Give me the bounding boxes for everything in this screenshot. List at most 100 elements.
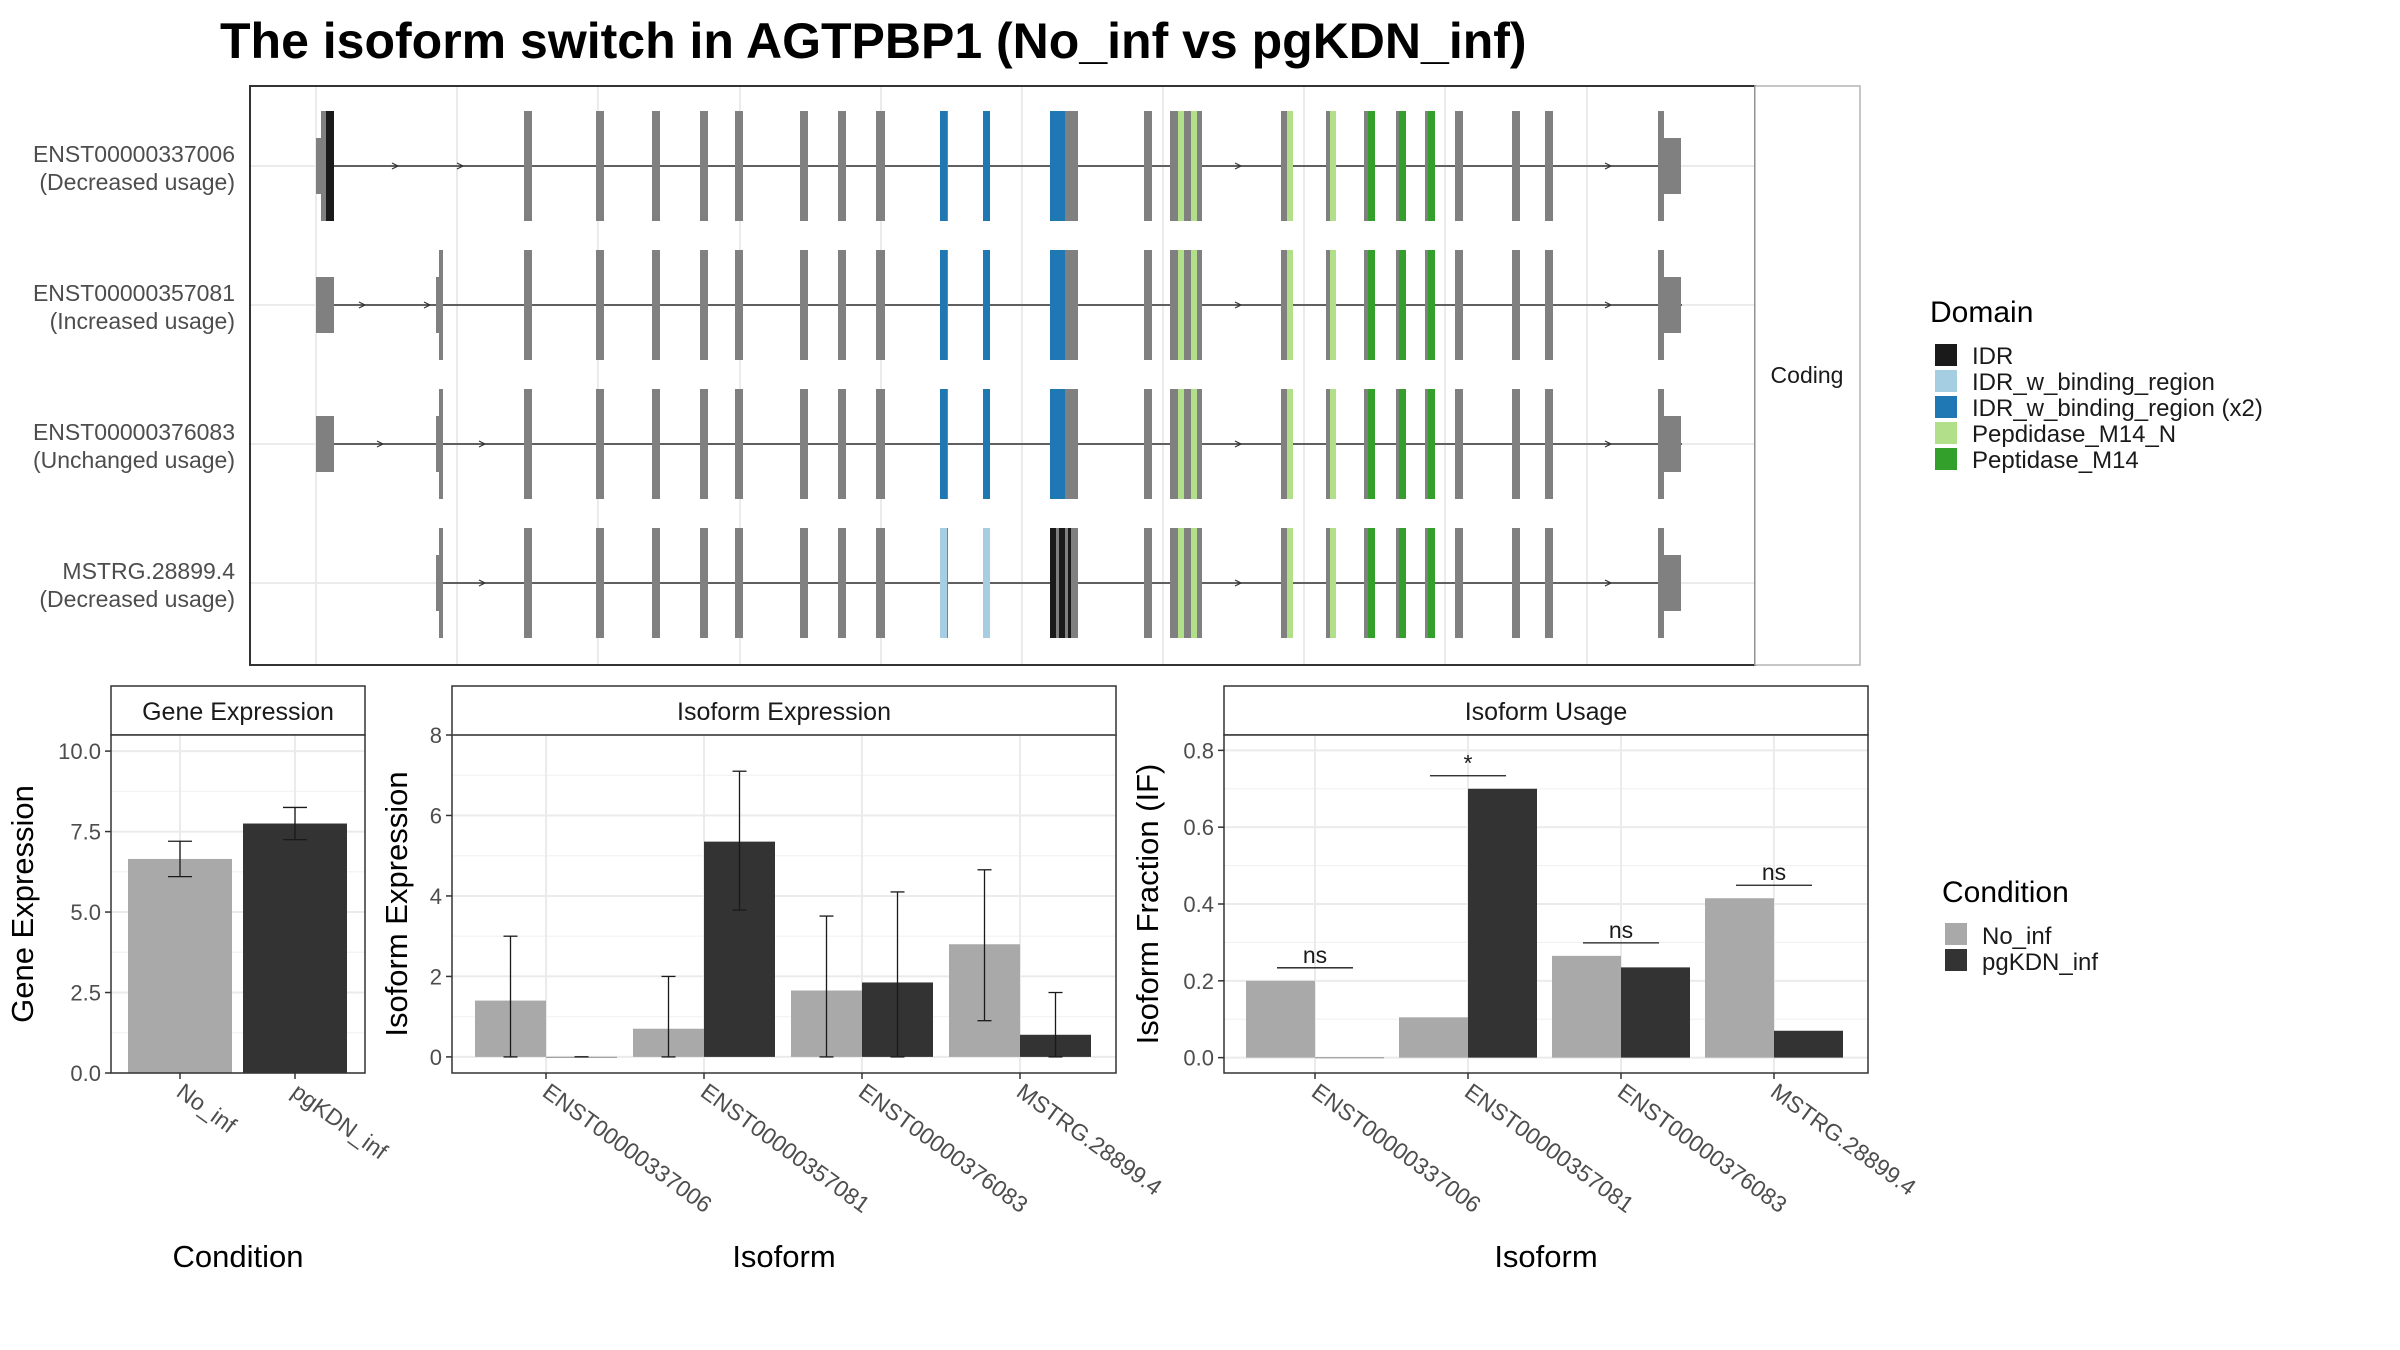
structure-strip [1754, 85, 1861, 666]
exon [700, 528, 708, 638]
exon [1545, 528, 1553, 638]
bar-pgKDN_inf-ENST00000357081 [1468, 788, 1537, 1058]
isoform-label-2-usage: (Increased usage) [50, 308, 235, 334]
strand-arrow [478, 440, 487, 448]
x-tick-label: MSTRG.28899.4 [1766, 1078, 1921, 1201]
exon [838, 111, 846, 221]
x-tick-label: ENST00000376083 [1613, 1078, 1792, 1218]
x-tick-label: ENST00000376083 [854, 1078, 1033, 1218]
domain-idr-binding-x2 [1050, 389, 1065, 499]
legend-label-pgkdn-inf: pgKDN_inf [1982, 949, 2098, 976]
exon [735, 111, 743, 221]
exon [439, 389, 443, 499]
isoform-usage-strip-label: Isoform Usage [1465, 698, 1628, 726]
gene-expression-panel: Gene Expression 0.0 2.5 5.0 7.5 10.0 No_inf p… [5, 685, 393, 1274]
strand-arrow [391, 162, 400, 170]
exon [877, 250, 885, 360]
exon [1194, 528, 1202, 638]
domain-idr-binding-x2 [940, 111, 947, 221]
exon [876, 528, 879, 638]
y-tick-label: 0.4 [1183, 892, 1214, 917]
exon [524, 250, 532, 360]
y-tick-label: 0.6 [1183, 815, 1214, 840]
y-tick-label: 0.8 [1183, 738, 1214, 763]
bar-pgKDN_inf [243, 823, 347, 1073]
y-tick-label: 2.5 [70, 981, 101, 1006]
isoform-label-1-usage: (Decreased usage) [39, 169, 235, 195]
isoform-usage-y-ticks: 0.0 0.2 0.4 0.6 0.8 [1183, 738, 1224, 1071]
isoform-expression-frame [451, 734, 1117, 1074]
domain-peptidase-m14 [1428, 250, 1435, 360]
isoform-label-3-usage: (Unchanged usage) [33, 447, 235, 473]
domain-idr-binding-x2 [940, 250, 947, 360]
utr-exon [1664, 416, 1681, 472]
strand-arrow [1234, 301, 1243, 309]
exon [700, 389, 708, 499]
gene-expression-frame [110, 734, 366, 1074]
exon [1512, 250, 1520, 360]
strand-arrow [1234, 440, 1243, 448]
domain-peptidase-m14-n [1330, 528, 1336, 638]
domain-peptidase-m14 [1399, 250, 1406, 360]
legend-swatch-idr-binding [1935, 370, 1957, 392]
domain-peptidase-m14-n [1330, 250, 1336, 360]
domain-peptidase-m14 [1399, 528, 1406, 638]
gene-expression-y-ticks: 0.0 2.5 5.0 7.5 10.0 [58, 739, 111, 1086]
domain-legend-title: Domain [1930, 296, 2033, 329]
bar-No_inf-ENST00000357081 [1399, 1017, 1468, 1058]
condition-legend-title: Condition [1942, 876, 2069, 909]
exon [439, 528, 443, 638]
y-tick-label: 5.0 [70, 900, 101, 925]
strand-arrow [376, 440, 385, 448]
utr-exon [1664, 138, 1681, 194]
exon [838, 250, 846, 360]
structure-panel-frame [249, 85, 1756, 666]
x-tick-label: ENST00000337006 [538, 1078, 717, 1218]
transcript-row-2 [316, 250, 1682, 360]
domain-peptidase-m14-n [1178, 250, 1184, 360]
isoform-expression-strip-label: Isoform Expression [677, 698, 891, 726]
domain-idr [1059, 528, 1065, 638]
transcript-structure-panel: Coding [249, 85, 1861, 666]
exon [700, 111, 708, 221]
legend-swatch-m14 [1935, 448, 1957, 470]
domain-idr [1050, 528, 1056, 638]
domain-idr-binding-x2 [983, 250, 990, 360]
gene-expression-y-label: Gene Expression [5, 785, 40, 1023]
y-tick-label: 6 [430, 803, 442, 828]
exon [1144, 250, 1152, 360]
legend-label-idr-binding-x2: IDR_w_binding_region (x2) [1972, 395, 2263, 422]
domain-idr-binding [983, 528, 990, 638]
x-tick-label: pgKDN_inf [287, 1078, 393, 1165]
exon [1281, 389, 1289, 499]
exon [1512, 389, 1520, 499]
utr-exon [316, 416, 334, 472]
exon [596, 528, 604, 638]
domain-idr [326, 111, 334, 221]
domain-idr-binding-x2 [940, 389, 947, 499]
y-tick-label: 10.0 [58, 739, 101, 764]
exon [1455, 250, 1463, 360]
utr-exon [316, 138, 324, 194]
exon [876, 111, 879, 221]
significance-label: ns [1609, 917, 1633, 943]
isoform-labels: ENST00000337006 (Decreased usage) ENST00… [33, 141, 235, 612]
exon [838, 389, 846, 499]
exon [877, 389, 885, 499]
strand-arrow [456, 162, 465, 170]
legend-swatch-pgkdn-inf [1945, 949, 1967, 971]
x-tick-label: ENST00000357081 [1460, 1078, 1639, 1218]
gene-expression-x-label: Condition [173, 1239, 304, 1274]
domain-peptidase-m14-n [1287, 528, 1293, 638]
exon [1281, 528, 1289, 638]
exon [1194, 250, 1202, 360]
domain-peptidase-m14-n [1178, 389, 1184, 499]
isoform-expression-y-ticks: 0 2 4 6 8 [430, 723, 452, 1070]
exon [1455, 389, 1463, 499]
domain-legend-items: IDR IDR_w_binding_region IDR_w_binding_r… [1935, 343, 2263, 474]
domain-idr-binding-x2 [983, 389, 990, 499]
x-tick-label: ENST00000337006 [1307, 1078, 1486, 1218]
gene-expression-bars [128, 806, 347, 1073]
exon [735, 528, 743, 638]
